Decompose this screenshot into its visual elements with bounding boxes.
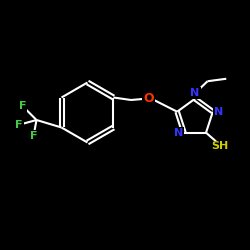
Text: F: F — [19, 101, 26, 111]
Text: N: N — [214, 107, 223, 117]
Text: F: F — [15, 120, 23, 130]
Text: F: F — [30, 131, 38, 141]
Text: SH: SH — [212, 142, 229, 152]
Text: O: O — [143, 92, 154, 105]
Text: N: N — [174, 128, 183, 138]
Text: N: N — [190, 88, 200, 98]
